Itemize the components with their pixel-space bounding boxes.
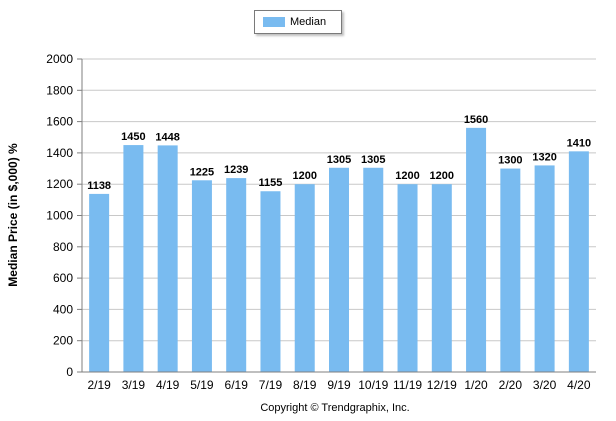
x-tick-label-4-20: 4/20 xyxy=(567,378,591,392)
bar-3-19 xyxy=(123,145,144,372)
data-label-2-20: 1300 xyxy=(498,155,522,167)
y-tick-label-1400: 1400 xyxy=(46,146,73,160)
data-label-6-19: 1239 xyxy=(224,164,248,176)
y-tick-label-200: 200 xyxy=(53,334,73,348)
y-axis-title: Median Price (in $,000) % xyxy=(6,143,20,287)
bar-4-19 xyxy=(157,145,178,372)
x-tick-label-7-19: 7/19 xyxy=(259,378,283,392)
x-tick-label-3-19: 3/19 xyxy=(122,378,146,392)
x-tick-label-4-19: 4/19 xyxy=(156,378,180,392)
data-label-5-19: 1225 xyxy=(190,166,214,178)
labels: 0 200 400 600 800 1000 1200 1400 1600 1800 2000 113… xyxy=(46,52,591,392)
data-label-12-19: 1200 xyxy=(430,170,454,182)
y-tick-label-800: 800 xyxy=(53,240,73,254)
legend: Median xyxy=(254,10,342,34)
data-label-10-19: 1305 xyxy=(361,154,385,166)
y-tick-label-400: 400 xyxy=(53,302,73,316)
y-tick-label-1000: 1000 xyxy=(46,209,73,223)
y-tick-label-1200: 1200 xyxy=(46,177,73,191)
x-tick-label-8-19: 8/19 xyxy=(293,378,317,392)
bar-5-19 xyxy=(191,180,212,372)
legend-label-median: Median xyxy=(290,16,327,28)
x-tick-label-12-19: 12/19 xyxy=(427,378,457,392)
axes xyxy=(77,58,596,373)
bar-3-20 xyxy=(534,165,555,372)
x-tick-label-3-20: 3/20 xyxy=(533,378,557,392)
data-label-9-19: 1305 xyxy=(327,154,351,166)
y-tick-label-2000: 2000 xyxy=(46,52,73,66)
bar-7-19 xyxy=(260,191,281,372)
y-tick-label-600: 600 xyxy=(53,271,73,285)
x-tick-label-11-19: 11/19 xyxy=(393,378,422,392)
bars xyxy=(89,127,589,372)
bar-12-19 xyxy=(431,184,452,372)
bar-11-19 xyxy=(397,184,418,372)
data-label-1-20: 1560 xyxy=(464,114,488,126)
data-label-3-20: 1320 xyxy=(532,151,556,163)
y-tick-label-1800: 1800 xyxy=(46,83,73,97)
bar-2-20 xyxy=(500,168,521,372)
x-tick-label-10-19: 10/19 xyxy=(358,378,388,392)
x-tick-label-6-19: 6/19 xyxy=(225,378,249,392)
data-label-8-19: 1200 xyxy=(292,170,316,182)
bar-10-19 xyxy=(363,167,384,372)
bar-2-19 xyxy=(89,193,110,372)
data-label-4-20: 1410 xyxy=(567,137,591,149)
x-tick-label-2-19: 2/19 xyxy=(87,378,111,392)
x-tick-label-5-19: 5/19 xyxy=(190,378,214,392)
x-tick-label-1-20: 1/20 xyxy=(464,378,488,392)
y-tick-label-1600: 1600 xyxy=(46,115,73,129)
legend-swatch-median xyxy=(263,17,285,27)
data-label-11-19: 1200 xyxy=(395,170,419,182)
bar-4-20 xyxy=(568,151,589,372)
bar-6-19 xyxy=(226,178,247,372)
x-tick-label-2-20: 2/20 xyxy=(499,378,523,392)
data-label-3-19: 1450 xyxy=(121,131,145,143)
data-label-2-19: 1138 xyxy=(87,180,111,192)
copyright-footer: Copyright © Trendgraphix, Inc. xyxy=(260,402,409,414)
bar-8-19 xyxy=(294,184,315,372)
bar-9-19 xyxy=(329,167,349,372)
bar-1-20 xyxy=(466,127,487,372)
x-tick-label-9-19: 9/19 xyxy=(327,378,351,392)
data-label-7-19: 1155 xyxy=(259,177,283,189)
data-label-4-19: 1448 xyxy=(155,131,179,143)
y-tick-label-0: 0 xyxy=(66,365,73,379)
